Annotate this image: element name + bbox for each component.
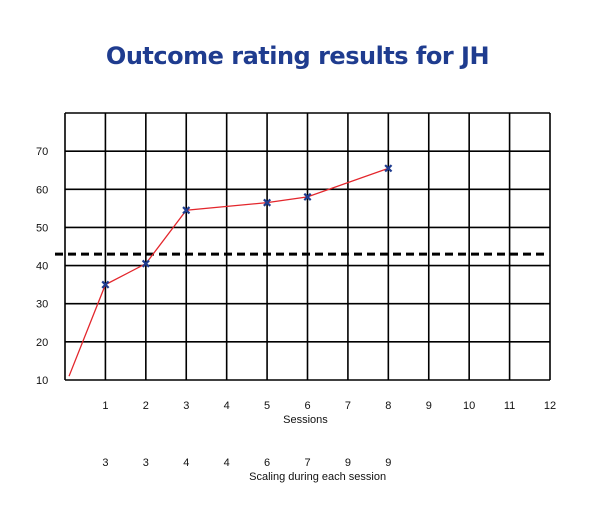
scaling-value: 9: [385, 457, 391, 469]
y-tick-label: 70: [36, 146, 48, 158]
x-tick-label: 3: [183, 400, 189, 412]
data-point-marker: [141, 259, 150, 268]
x-tick-label: 12: [544, 400, 556, 412]
y-tick-label: 60: [36, 184, 48, 196]
scaling-value: 9: [345, 457, 351, 469]
grid: [64, 112, 551, 381]
x-tick-label: 6: [304, 400, 310, 412]
scaling-label: Scaling during each session: [249, 471, 386, 483]
data-point-marker: [101, 280, 110, 289]
series-line: [68, 167, 389, 377]
scaling-value: 4: [183, 457, 189, 469]
series-group: [68, 164, 393, 377]
y-tick-label: 20: [36, 337, 48, 349]
x-tick-label: 2: [143, 400, 149, 412]
x-tick-label: 9: [426, 400, 432, 412]
x-tick-label: 10: [463, 400, 475, 412]
data-point-marker: [384, 164, 393, 173]
data-point-marker: [263, 198, 272, 207]
x-tick-label: 11: [504, 400, 515, 412]
chart-title: Outcome rating results for JH: [105, 42, 490, 70]
x-axis-label: Sessions: [283, 414, 328, 426]
scaling-value: 6: [264, 457, 270, 469]
x-tick-label: 8: [385, 400, 391, 412]
scaling-value: 4: [224, 457, 230, 469]
x-tick-label: 1: [102, 400, 108, 412]
data-point-marker: [182, 206, 191, 215]
scaling-value: 3: [143, 457, 149, 469]
y-tick-label: 30: [36, 299, 48, 311]
y-tick-label: 40: [36, 261, 48, 273]
scaling-value: 7: [304, 457, 310, 469]
y-tick-label: 50: [36, 222, 48, 234]
y-tick-label: 10: [36, 375, 48, 387]
x-tick-label: 5: [264, 400, 270, 412]
scaling-row: 3 3 4 4 6 7 9 9: [102, 457, 391, 469]
x-tick-label: 7: [345, 400, 351, 412]
data-point-marker: [303, 192, 312, 201]
x-tick-label: 4: [224, 400, 230, 412]
scaling-value: 3: [102, 457, 108, 469]
